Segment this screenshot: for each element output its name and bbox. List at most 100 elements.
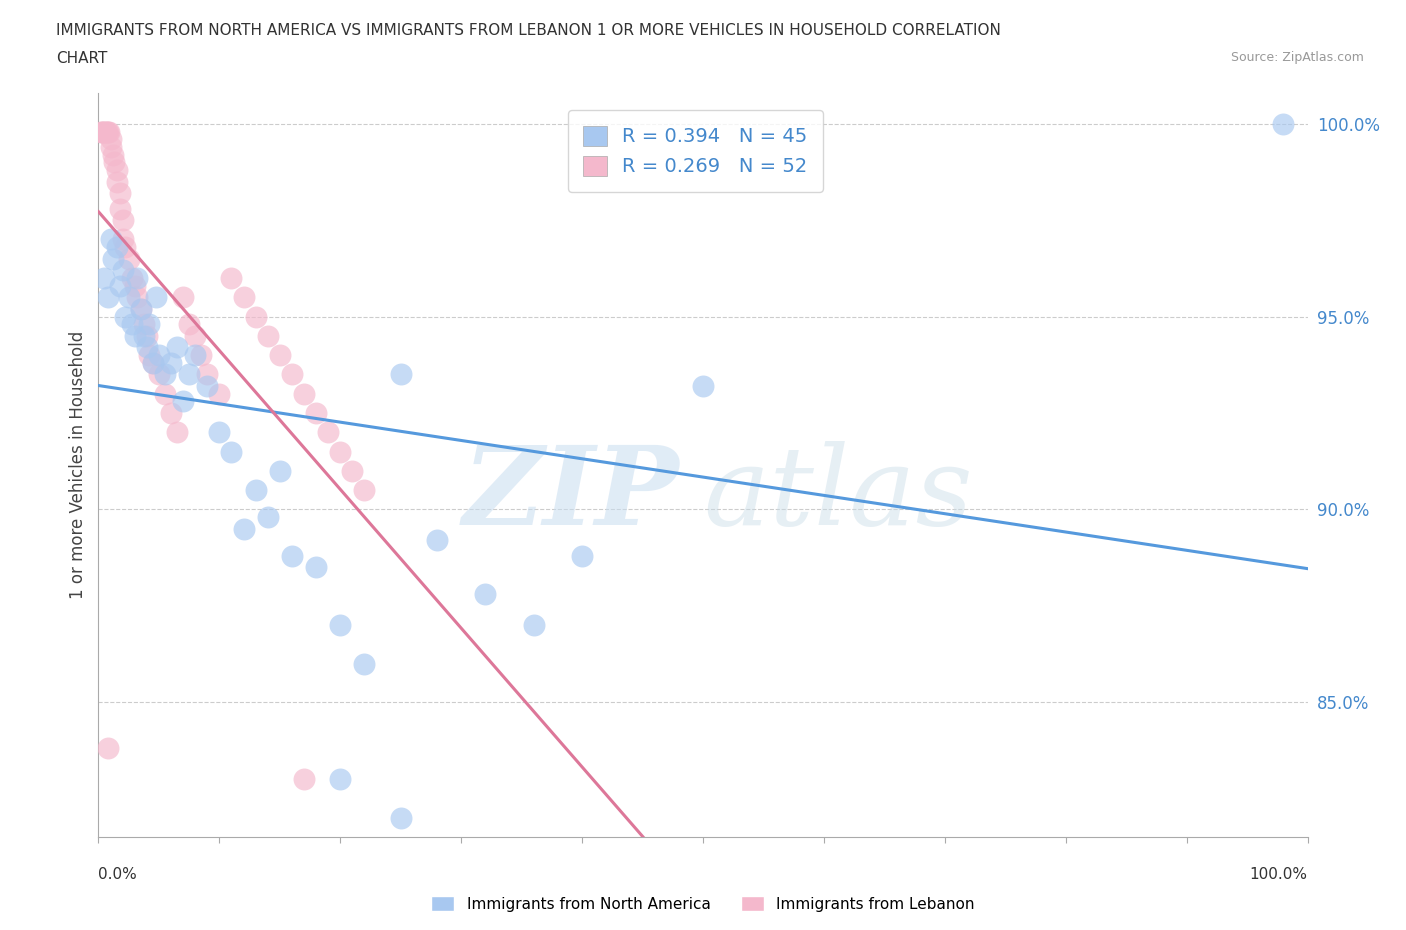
Point [353,483,375,498]
Point [166,340,188,355]
Point [342,463,364,478]
Point [166,425,188,440]
Point [184,328,207,343]
Point [329,618,352,632]
Point [118,290,141,305]
Point [148,367,170,382]
Point [135,328,157,343]
Point [135,340,157,355]
Point [692,379,714,393]
Text: 0.0%: 0.0% [98,867,138,882]
Point [105,163,128,178]
Point [329,772,352,787]
Point [96,124,118,139]
Point [94,124,117,139]
Point [129,301,152,316]
Point [329,444,352,458]
Point [114,309,136,324]
Point [353,656,375,671]
Point [101,147,124,162]
Point [474,587,496,602]
Point [138,317,160,332]
Point [160,355,183,370]
Point [523,618,546,632]
Text: IMMIGRANTS FROM NORTH AMERICA VS IMMIGRANTS FROM LEBANON 1 OR MORE VEHICLES IN H: IMMIGRANTS FROM NORTH AMERICA VS IMMIGRA… [56,23,1001,38]
Point [134,317,156,332]
Point [100,132,122,147]
Point [101,251,124,266]
Point [93,271,115,286]
Point [292,772,315,787]
Point [389,367,412,382]
Point [118,251,141,266]
Point [245,309,267,324]
Point [179,367,201,382]
Point [111,263,134,278]
Point [103,155,125,170]
Point [127,271,149,286]
Point [184,348,207,363]
Point [389,810,412,825]
Point [98,124,121,139]
Point [129,301,152,316]
Text: ZIP: ZIP [463,441,679,549]
Point [124,278,146,293]
Point [97,124,120,139]
Point [97,290,120,305]
Point [105,240,128,255]
Point [91,124,114,139]
Point [305,560,328,575]
Point [281,548,304,563]
Point [108,278,131,293]
Point [221,444,243,458]
Point [1272,116,1295,131]
Point [316,425,339,440]
Point [281,367,304,382]
Text: CHART: CHART [56,51,108,66]
Point [105,174,128,189]
Text: Source: ZipAtlas.com: Source: ZipAtlas.com [1230,51,1364,64]
Point [153,367,176,382]
Point [195,379,218,393]
Point [221,271,243,286]
Point [124,328,146,343]
Point [127,290,149,305]
Point [97,741,120,756]
Point [111,213,134,228]
Text: 100.0%: 100.0% [1250,867,1308,882]
Point [90,124,112,139]
Point [292,386,315,401]
Point [232,290,254,305]
Point [93,124,115,139]
Point [190,348,212,363]
Point [160,405,183,420]
Y-axis label: 1 or more Vehicles in Household: 1 or more Vehicles in Household [69,331,87,599]
Point [138,348,160,363]
Point [232,521,254,536]
Point [142,355,165,370]
Point [256,328,278,343]
Point [245,483,267,498]
Point [208,425,231,440]
Point [208,386,231,401]
Point [195,367,218,382]
Point [148,348,170,363]
Point [145,290,167,305]
Point [114,240,136,255]
Point [172,394,194,409]
Point [142,355,165,370]
Point [172,290,194,305]
Point [305,405,328,420]
Point [121,271,143,286]
Point [269,463,291,478]
Point [153,386,176,401]
Point [91,124,114,139]
Point [111,232,134,247]
Legend: R = 0.394   N = 45, R = 0.269   N = 52: R = 0.394 N = 45, R = 0.269 N = 52 [568,110,823,193]
Legend: Immigrants from North America, Immigrants from Lebanon: Immigrants from North America, Immigrant… [425,889,981,918]
Point [108,186,131,201]
Point [134,328,156,343]
Point [256,510,278,525]
Text: atlas: atlas [703,441,973,549]
Point [121,317,143,332]
